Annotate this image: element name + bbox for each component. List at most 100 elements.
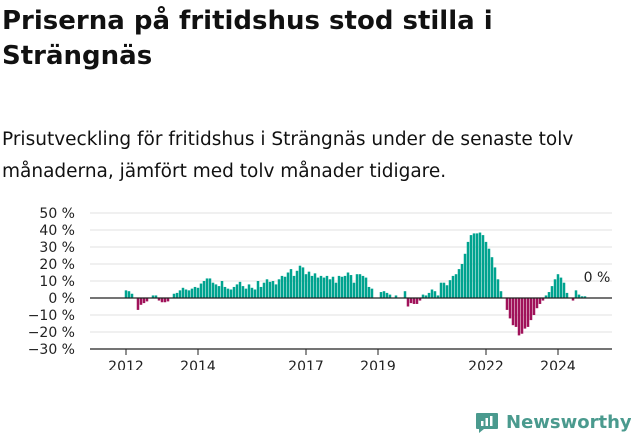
bar [553,279,557,298]
bar [529,298,533,321]
bar [298,265,302,298]
bar [166,298,170,302]
bar [283,276,287,298]
bar [550,286,554,298]
bar [355,274,359,298]
bar [487,248,491,298]
bar [280,275,284,298]
bar [130,293,134,298]
bar [187,290,191,298]
bar [511,298,515,326]
bar [340,276,344,298]
bar [526,298,530,327]
bar [253,289,257,298]
page-subtitle: Prisutveckling för fritidshus i Strängnä… [2,129,574,182]
bar [436,295,440,298]
y-tick-label: −10 % [28,308,75,324]
bar [151,295,155,298]
chart-bars [124,232,587,336]
bar [295,270,299,298]
bar [349,275,353,298]
y-tick-label: 0 % [48,291,75,307]
bar [262,282,266,298]
bar [190,288,194,298]
bar [514,298,518,327]
bar [424,295,428,298]
bar [388,294,392,298]
bar [307,271,311,298]
bar [277,279,281,298]
x-tick-label: 2019 [360,359,396,370]
bar [538,298,542,304]
bar [337,275,341,298]
y-tick-label: −20 % [28,325,75,341]
bar [271,281,275,298]
bar [574,290,578,298]
bar [154,295,158,298]
bar [367,286,371,298]
y-axis-tick-labels: 50 %40 %30 %20 %10 %0 %−10 %−20 %−30 % [28,206,75,358]
x-tick-label: 2022 [468,359,504,370]
bar [301,267,305,298]
y-tick-label: 50 % [39,206,75,222]
bar [304,274,308,298]
bar [505,298,509,310]
bar [562,282,566,298]
bar [442,282,446,298]
bar [358,274,362,298]
brand-name: Newsworthy [506,411,631,433]
bar [175,292,179,298]
bar [430,289,434,298]
x-tick-label: 2024 [540,359,576,370]
annotation-label: 0 % [584,270,611,286]
bar [577,294,581,298]
bar [313,273,317,298]
bar [139,298,143,305]
bar [439,282,443,298]
bar [181,287,185,298]
bar [460,264,464,298]
bar [217,286,221,298]
bar [352,282,356,298]
bar [472,233,476,298]
bar [385,292,389,298]
bar [535,298,539,309]
bar [541,298,545,301]
bar [241,286,245,298]
bar [565,292,569,298]
bar [406,298,410,307]
bar [214,284,218,298]
bar [346,272,350,298]
bar [496,279,500,298]
bar [220,281,224,298]
bar [223,286,227,298]
bar [421,294,425,298]
bar [466,241,470,298]
bar [331,276,335,298]
bar [202,281,206,298]
bar [250,287,254,298]
bar [211,282,215,298]
bar [490,257,494,298]
bar [427,292,431,298]
bar [226,288,230,298]
bar [457,269,461,298]
x-tick-label: 2014 [180,359,216,370]
bar [547,292,551,298]
bar [448,280,452,298]
bar [433,291,437,298]
bar [556,274,560,298]
chart-annotations: 0 % [584,270,611,286]
bar [256,281,260,298]
bar [475,233,479,298]
bar [310,275,314,298]
bar [238,281,242,298]
bar [451,275,455,298]
x-axis: 2012 2014 2017 2019 2022 2024 [90,297,612,370]
bar [571,298,575,301]
bar [160,298,164,303]
y-tick-label: 10 % [39,274,75,290]
bar [334,282,338,298]
bar [172,293,176,298]
y-tick-label: 30 % [39,240,75,256]
